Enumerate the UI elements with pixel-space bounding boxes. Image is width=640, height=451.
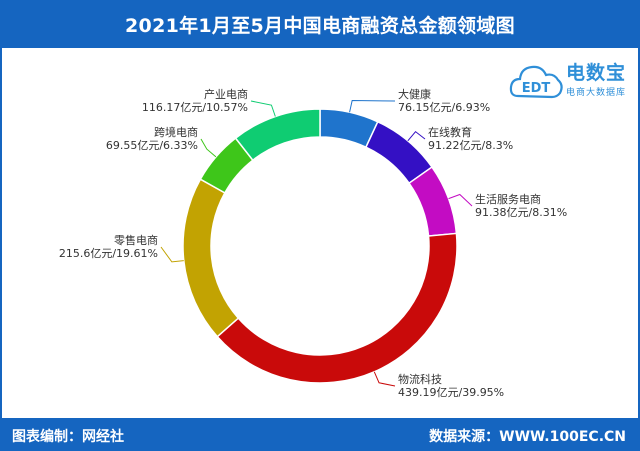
slice-label-5: 零售电商 [114, 233, 158, 247]
leader-line-1 [349, 100, 396, 113]
leader-line-3 [448, 193, 473, 207]
slice-4 [216, 232, 458, 384]
chart-title: 2021年1月至5月中国电商融资总金额领域图 [0, 0, 640, 48]
slice-5 [182, 178, 240, 338]
slice-value-1: 76.15亿元/6.93% [398, 101, 490, 114]
slice-value-2: 91.22亿元/8.3% [428, 139, 513, 152]
leader-line-2 [407, 130, 426, 142]
donut-slices [182, 108, 458, 384]
chart-title-text: 2021年1月至5月中国电商融资总金额领域图 [125, 14, 515, 37]
logo-icon-text: EDT [522, 81, 551, 96]
slice-label-6: 跨境电商 [154, 125, 198, 139]
footer-credit: 图表编制：网经社 [12, 429, 124, 445]
leader-line-4 [373, 371, 396, 387]
slice-label-2: 在线教育 [428, 125, 472, 139]
cloud-logo-icon: EDT [509, 65, 563, 99]
slice-7 [234, 108, 321, 162]
slice-3 [408, 166, 458, 237]
slice-value-4: 439.19亿元/39.95% [398, 386, 504, 399]
slice-label-7: 产业电商 [204, 87, 248, 101]
leader-line-5 [160, 246, 184, 263]
footer-source: 数据来源：WWW.100EC.CN [429, 429, 626, 445]
logo-subtitle: 电商大数据库 [566, 88, 627, 98]
edt-logo: EDT 电数宝 电商大数据库 [508, 56, 638, 106]
footer-bar: 图表编制：网经社 数据来源：WWW.100EC.CN [0, 418, 640, 451]
leader-line-6 [200, 138, 217, 158]
slice-label-4: 物流科技 [398, 372, 442, 386]
slice-value-5: 215.6亿元/19.61% [59, 247, 158, 260]
slice-value-6: 69.55亿元/6.33% [106, 139, 198, 152]
slice-label-1: 大健康 [398, 87, 431, 101]
slice-label-3: 生活服务电商 [475, 192, 541, 206]
leader-line-7 [250, 100, 276, 117]
logo-name: 电数宝 [566, 62, 627, 84]
slice-value-7: 116.17亿元/10.57% [142, 101, 248, 114]
slice-value-3: 91.38亿元/8.31% [475, 206, 567, 219]
